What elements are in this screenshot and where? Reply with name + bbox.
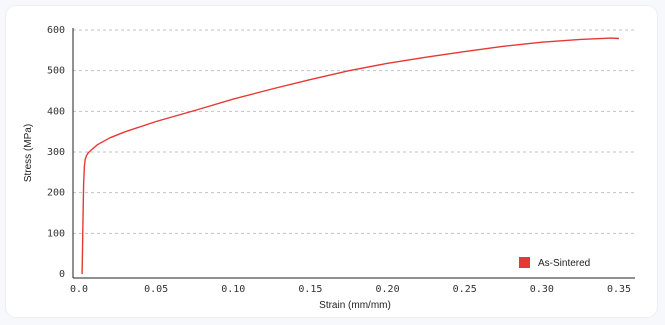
y-tick-label: 200: [47, 188, 65, 199]
x-tick-label: 0.05: [144, 284, 168, 295]
x-tick-label: 0.15: [298, 284, 322, 295]
y-tick-label: 500: [47, 66, 65, 77]
x-tick-label: 0.30: [530, 284, 554, 295]
y-tick-label: 400: [47, 106, 65, 117]
chart-card: [6, 6, 657, 317]
y-tick-labels: 0 100 200 300 400 500 600: [47, 25, 65, 280]
x-tick-label: 0.35: [607, 284, 631, 295]
grid-lines: [73, 29, 635, 234]
axes: [72, 28, 635, 279]
x-tick-label: 0.10: [221, 284, 245, 295]
x-tick-label: 0.0: [70, 284, 88, 295]
y-tick-label: 300: [47, 147, 65, 158]
legend[interactable]: As-Sintered: [519, 257, 590, 269]
legend-swatch-as-sintered: [519, 257, 530, 268]
x-tick-labels: 0.0 0.05 0.10 0.15 0.20 0.25 0.30 0.35: [70, 284, 631, 295]
y-axis-label: Stress (MPa): [23, 124, 34, 182]
x-tick-label: 0.25: [453, 284, 477, 295]
x-axis-label: Strain (mm/mm): [319, 300, 391, 311]
y-tick-label: 0: [59, 269, 65, 280]
x-tick-label: 0.20: [376, 284, 400, 295]
y-tick-label: 100: [47, 228, 65, 239]
y-tick-label: 600: [47, 25, 65, 36]
legend-label-as-sintered: As-Sintered: [538, 258, 590, 269]
series-lines: [81, 37, 620, 275]
series-line-as-sintered: [81, 37, 620, 275]
